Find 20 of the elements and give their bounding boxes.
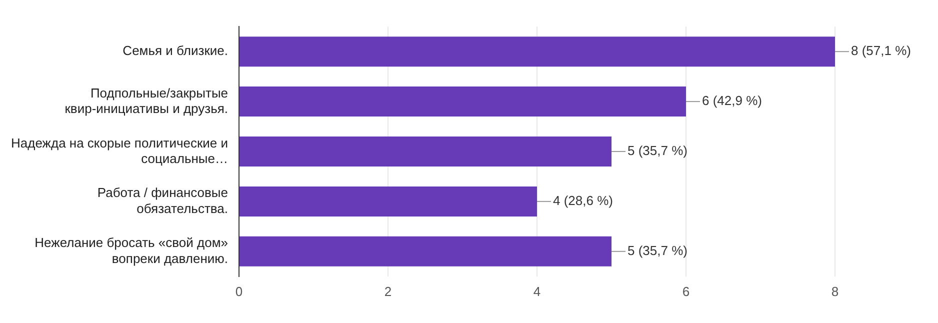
x-tick-label: 6: [682, 284, 690, 299]
y-tick-label: Надежда на скорые политические и социальные…: [11, 135, 228, 166]
x-tick-label: 0: [235, 284, 243, 299]
data-label: 5 (35,7 %): [628, 143, 688, 158]
bar: [240, 136, 612, 166]
bar: [240, 186, 538, 216]
bar: [240, 86, 686, 117]
y-tick-label: Подпольные/закрытые квир-инициативы и друзья.: [64, 85, 228, 116]
data-label: 5 (35,7 %): [628, 243, 688, 258]
x-tick-label: 8: [831, 284, 839, 299]
data-label: 4 (28,6 %): [553, 193, 613, 208]
x-tick-label: 2: [384, 284, 392, 299]
bar: [240, 36, 835, 67]
y-tick-label: Нежелание бросать «свой дом» вопреки давлению.: [34, 235, 228, 266]
data-label: 6 (42,9 %): [702, 93, 762, 108]
y-tick-label: Работа / финансовые обязательства.: [97, 185, 228, 216]
bar: [240, 236, 612, 266]
y-tick-label: Семья и близкие.: [122, 43, 228, 58]
x-tick-label: 4: [533, 284, 541, 299]
data-label: 8 (57,1 %): [851, 43, 911, 58]
